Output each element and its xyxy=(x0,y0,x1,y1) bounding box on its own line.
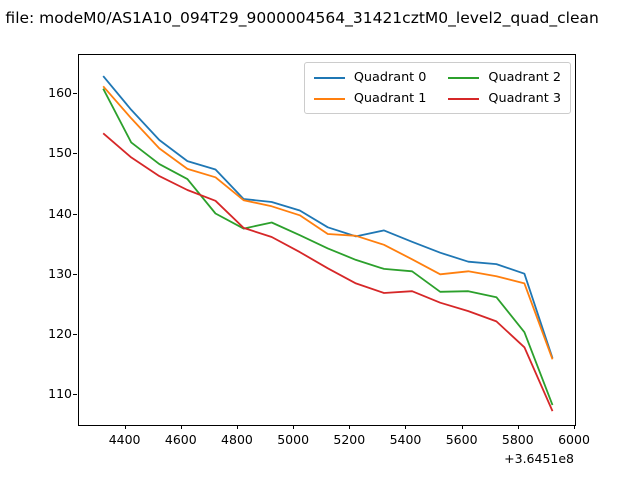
x-axis-offset-label: +3.6451e8 xyxy=(504,451,574,466)
x-tick-label: 5600 xyxy=(445,432,478,447)
x-tick-label: 4600 xyxy=(164,432,197,447)
series-line-quadrant-2 xyxy=(102,88,554,406)
y-tick-label: 150 xyxy=(48,145,72,161)
legend-label-quadrant-1: Quadrant 1 xyxy=(353,91,427,106)
legend-label-quadrant-0: Quadrant 0 xyxy=(353,70,427,85)
x-tick-mark xyxy=(574,425,575,429)
y-tick-mark xyxy=(73,93,77,95)
legend-line-sample-quadrant-1 xyxy=(313,97,345,100)
x-tick-label: 5200 xyxy=(333,432,366,447)
x-tick-mark xyxy=(517,425,519,429)
x-tick-label: 5400 xyxy=(389,432,422,447)
x-tick-mark xyxy=(405,425,407,429)
x-tick-mark xyxy=(236,425,238,429)
series-line-quadrant-0 xyxy=(102,75,554,359)
legend: Quadrant 0 Quadrant 1 Quadrant 2 Quadran… xyxy=(303,62,571,114)
legend-line-sample-quadrant-3 xyxy=(448,97,480,100)
plot-area: Quadrant 0 Quadrant 1 Quadrant 2 Quadran… xyxy=(78,54,576,426)
legend-label-quadrant-3: Quadrant 3 xyxy=(488,91,561,106)
x-tick-mark xyxy=(349,425,351,429)
x-tick-label: 4800 xyxy=(221,432,253,447)
x-tick-label: 5800 xyxy=(501,432,534,447)
y-tick-mark xyxy=(73,394,77,396)
x-tick-mark xyxy=(180,425,182,429)
series-line-quadrant-3 xyxy=(102,132,554,412)
y-tick-mark xyxy=(73,153,77,155)
y-tick-label: 120 xyxy=(48,326,72,342)
y-tick-label: 160 xyxy=(48,85,72,101)
legend-label-quadrant-2: Quadrant 2 xyxy=(488,70,561,85)
chart-lines xyxy=(102,75,554,412)
legend-entry-quadrant-0: Quadrant 0 xyxy=(313,67,427,88)
legend-entry-quadrant-1: Quadrant 1 xyxy=(313,88,427,109)
x-tick-label: 5000 xyxy=(277,432,310,447)
legend-entry-quadrant-3: Quadrant 3 xyxy=(448,88,561,109)
y-tick-label: 110 xyxy=(48,386,72,402)
figure-title: a file: modeM0/AS1A10_094T29_9000004564_… xyxy=(0,9,599,27)
y-tick-label: 130 xyxy=(48,265,72,281)
x-tick-label: 4400 xyxy=(108,432,141,447)
legend-line-sample-quadrant-0 xyxy=(313,76,345,79)
legend-entry-quadrant-2: Quadrant 2 xyxy=(448,67,561,88)
x-tick-mark xyxy=(293,425,295,429)
y-tick-mark xyxy=(73,273,77,275)
y-tick-label: 140 xyxy=(48,205,72,221)
series-line-quadrant-1 xyxy=(102,85,554,360)
x-tick-label: 6000 xyxy=(558,432,590,447)
legend-line-sample-quadrant-2 xyxy=(448,76,480,79)
y-tick-mark xyxy=(73,334,77,336)
y-tick-mark xyxy=(73,213,77,215)
x-tick-mark xyxy=(461,425,463,429)
x-tick-mark xyxy=(124,425,126,429)
